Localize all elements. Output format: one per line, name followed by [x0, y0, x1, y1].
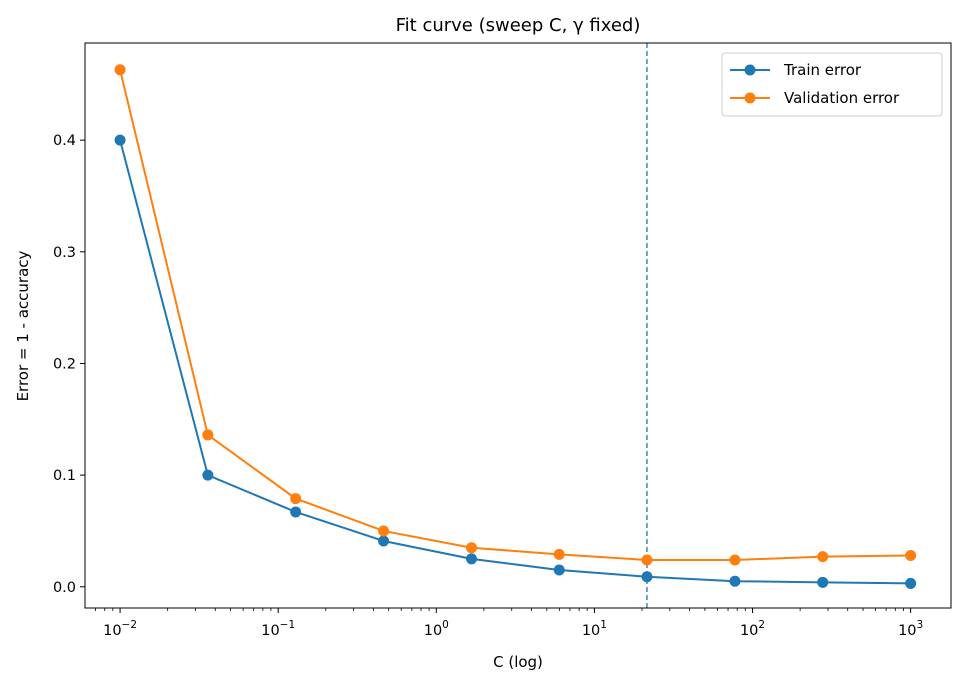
- y-tick-label: 0.4: [53, 133, 76, 149]
- point-train-error: [378, 535, 390, 547]
- x-tick-label: 10−2: [103, 619, 137, 639]
- point-train-error: [202, 469, 214, 481]
- x-axis-title: C (log): [493, 653, 543, 671]
- point-train-error: [729, 575, 741, 587]
- point-train-error: [466, 553, 478, 565]
- y-tick-label: 0.1: [53, 468, 76, 484]
- point-train-error: [553, 564, 565, 576]
- series-line-train-error: [119, 139, 911, 585]
- point-validation-error: [290, 493, 302, 505]
- point-validation-error: [905, 550, 917, 562]
- point-validation-error: [817, 551, 829, 563]
- point-validation-error: [466, 542, 478, 554]
- y-tick-label: 0.2: [53, 356, 76, 372]
- x-tick-label: 102: [740, 619, 765, 639]
- point-validation-error: [729, 554, 741, 566]
- legend-label-validation: Validation error: [784, 89, 900, 107]
- y-axis: 0.0 0.1 0.2 0.3 0.4: [53, 133, 85, 596]
- legend-box: [721, 52, 943, 117]
- point-validation-error: [641, 554, 653, 566]
- point-train-error: [114, 134, 126, 146]
- point-validation-error: [378, 525, 390, 537]
- point-train-error: [290, 506, 302, 518]
- x-axis: 10−2 10−1 100 101 102 103: [95, 608, 923, 639]
- x-tick-label: 101: [582, 619, 607, 639]
- axes-frame: [84, 42, 952, 609]
- x-tick-label: 103: [898, 619, 923, 639]
- y-tick-label: 0.3: [53, 245, 76, 261]
- point-train-error: [905, 577, 917, 589]
- point-validation-error: [202, 429, 214, 441]
- legend: Train error Validation error: [721, 52, 943, 117]
- x-tick-label: 100: [424, 619, 449, 639]
- legend-marker-train: [744, 64, 756, 76]
- point-validation-error: [553, 548, 565, 560]
- point-train-error: [817, 576, 829, 588]
- legend-label-train: Train error: [783, 61, 862, 79]
- point-validation-error: [114, 64, 126, 76]
- point-train-error: [641, 571, 653, 583]
- plot-area: [114, 43, 917, 608]
- chart-title: Fit curve (sweep C, γ fixed): [396, 15, 641, 36]
- x-tick-label: 10−1: [261, 619, 295, 639]
- y-axis-title: Error = 1 - accuracy: [14, 250, 32, 401]
- y-tick-label: 0.0: [53, 580, 76, 596]
- series-line-validation-error: [119, 69, 911, 561]
- legend-marker-validation: [744, 92, 756, 104]
